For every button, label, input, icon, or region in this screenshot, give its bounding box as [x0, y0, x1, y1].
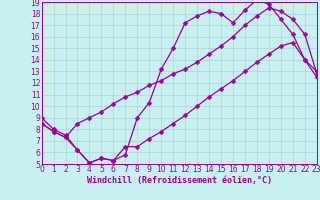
X-axis label: Windchill (Refroidissement éolien,°C): Windchill (Refroidissement éolien,°C)	[87, 176, 272, 185]
